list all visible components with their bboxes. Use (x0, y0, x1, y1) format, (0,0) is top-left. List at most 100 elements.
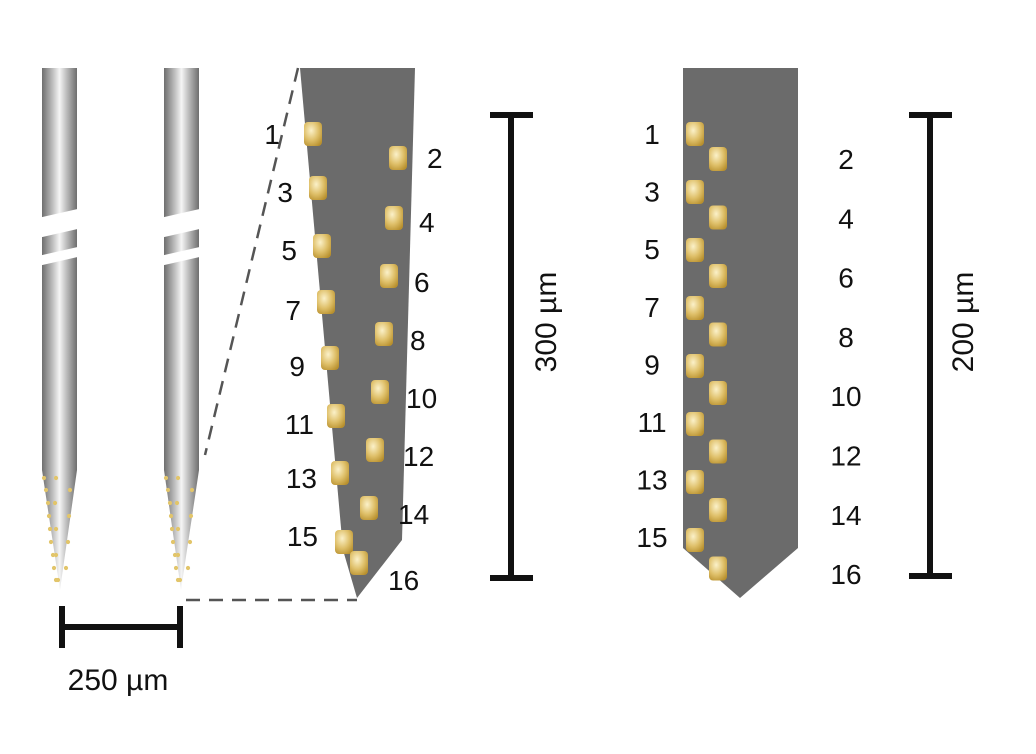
site-label: 15 (287, 521, 318, 552)
needle-electrode-dot (188, 513, 194, 519)
site-label: 9 (644, 349, 660, 380)
needle-electrode-dot (53, 526, 59, 532)
site-label: 5 (281, 235, 297, 266)
electrode-site (686, 180, 704, 204)
site-label: 14 (830, 500, 861, 531)
needle-electrode-dot (53, 475, 59, 481)
site-label: 3 (277, 177, 293, 208)
needle-electrode-dot (169, 526, 175, 532)
electrode-site (686, 296, 704, 320)
scale-bar-200-label: 200 µm (947, 272, 980, 373)
electrode-site (709, 147, 727, 171)
electrode-site (686, 354, 704, 378)
site-label: 3 (644, 177, 660, 208)
site-label: 1 (644, 119, 660, 150)
site-label: 10 (830, 381, 861, 412)
needle-electrode-dots (163, 475, 195, 583)
electrode-site (686, 238, 704, 262)
needle-electrode-dot (48, 539, 54, 545)
needle-electrode-dot (53, 552, 59, 558)
site-label: 5 (644, 234, 660, 265)
electrode-site (686, 412, 704, 436)
needle-electrode-dot (174, 500, 180, 506)
needle-electrode-dot (175, 552, 181, 558)
needle-electrode-dot (52, 500, 58, 506)
site-label: 4 (419, 207, 435, 238)
needle-electrode-dot (46, 513, 52, 519)
site-label: 4 (838, 203, 854, 234)
needle-electrode-dot (65, 539, 71, 545)
site-label: 1 (264, 119, 280, 150)
electrode-site (304, 122, 322, 146)
electrode-site (709, 556, 727, 581)
site-label: 16 (830, 559, 861, 590)
needle-electrode-dot (189, 487, 195, 493)
electrode-site (331, 461, 349, 485)
electrode-site (327, 404, 345, 428)
needle-electrode-dot (163, 475, 169, 481)
site-label: 15 (636, 522, 667, 553)
site-label: 8 (838, 322, 854, 353)
straight-probe-electrode-sites (686, 122, 727, 581)
needle-electrode-dot (175, 526, 181, 532)
needle-electrode-dots (41, 475, 73, 583)
electrode-site (389, 146, 407, 170)
electrode-site (366, 438, 384, 462)
scale-bar-300-label: 300 µm (530, 272, 563, 373)
site-label: 12 (830, 441, 861, 472)
needle-electrode-dot (41, 475, 47, 481)
electrode-site (709, 264, 727, 288)
needle-electrode-dot (167, 500, 173, 506)
needle-electrode-dot (172, 552, 178, 558)
scale-bar-200 (909, 112, 952, 579)
electrode-site (709, 498, 727, 522)
needle-electrode-dot (55, 577, 61, 583)
site-label: 7 (644, 292, 660, 323)
needle-electrode-dot (45, 500, 51, 506)
site-label: 2 (838, 144, 854, 175)
scale-bar-300 (490, 112, 533, 581)
straight-probe-tip (683, 68, 798, 598)
site-label: 2 (427, 143, 443, 174)
electrode-site (350, 551, 368, 575)
site-label: 8 (410, 325, 426, 356)
site-label: 7 (285, 295, 301, 326)
electrode-site (709, 322, 727, 347)
electrode-site (360, 496, 378, 520)
needle-electrode-dot (170, 539, 176, 545)
needle-electrode-dot (63, 565, 69, 571)
electrode-site (321, 346, 339, 370)
electrode-site (709, 439, 727, 464)
needle-electrode-dot (187, 539, 193, 545)
site-label: 16 (388, 565, 419, 596)
needle-electrode-dot (47, 526, 53, 532)
site-label: 9 (289, 351, 305, 382)
electrode-site (375, 322, 393, 346)
needle-electrode-dot (173, 565, 179, 571)
needle-shank-right (160, 68, 204, 590)
electrode-site (335, 530, 353, 554)
electrode-site (709, 381, 727, 405)
electrode-site (686, 470, 704, 494)
site-label: 6 (838, 263, 854, 294)
scale-bar-250-label: 250 µm (68, 664, 169, 697)
electrode-site (317, 290, 335, 314)
site-label: 14 (398, 499, 429, 530)
electrode-site (371, 380, 389, 404)
site-label: 11 (637, 407, 666, 438)
needle-electrode-dot (50, 552, 56, 558)
needle-electrode-dot (43, 487, 49, 493)
site-label: 6 (414, 267, 430, 298)
site-label: 13 (286, 463, 317, 494)
needle-electrode-dot (175, 475, 181, 481)
electrode-site (686, 122, 704, 146)
needle-electrode-dot (67, 487, 73, 493)
tapered-probe-tip (300, 68, 415, 598)
zoom-guide-top (203, 67, 300, 456)
site-label: 11 (285, 409, 314, 440)
needle-electrode-dot (51, 565, 57, 571)
electrode-site (686, 528, 704, 552)
needle-electrode-dot (185, 565, 191, 571)
